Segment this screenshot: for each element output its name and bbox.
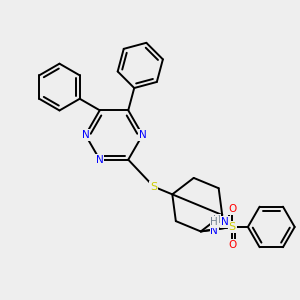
Text: N: N [82, 130, 89, 140]
Text: N: N [221, 217, 229, 227]
Text: N: N [139, 130, 146, 140]
Text: H: H [210, 217, 218, 227]
Text: S: S [150, 182, 157, 192]
Text: N: N [210, 226, 218, 236]
Text: O: O [228, 204, 236, 214]
Text: N: N [96, 155, 103, 165]
Text: O: O [228, 240, 236, 250]
Text: S: S [229, 222, 236, 232]
Text: H: H [213, 215, 220, 225]
